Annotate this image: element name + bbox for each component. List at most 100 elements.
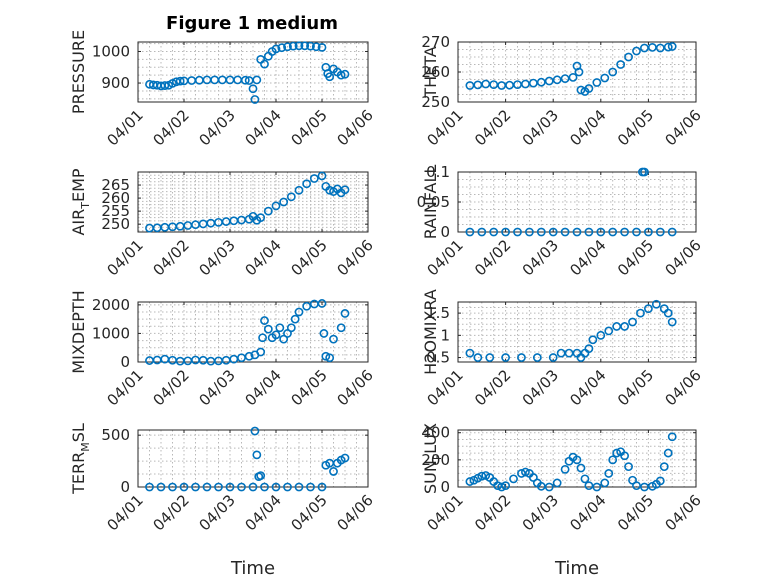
data-series — [465, 299, 677, 362]
axes-frame — [137, 301, 369, 363]
data-point — [225, 482, 235, 492]
data-point — [252, 75, 262, 85]
data-series — [145, 171, 350, 233]
data-point — [329, 467, 338, 476]
data-point — [175, 76, 185, 86]
data-point — [260, 482, 269, 492]
data-point — [548, 353, 558, 362]
data-point — [477, 471, 487, 481]
data-point — [501, 481, 510, 491]
data-point — [572, 455, 582, 465]
data-point — [584, 84, 594, 93]
data-point — [552, 75, 562, 85]
data-point — [624, 462, 633, 472]
data-point — [260, 316, 269, 325]
data-point — [329, 334, 338, 344]
data-point — [294, 185, 304, 195]
data-point — [321, 351, 331, 361]
y-axis-label: MIXDEPTH — [69, 290, 88, 373]
data-point — [271, 44, 281, 54]
data-point — [317, 299, 327, 308]
data-point — [465, 348, 475, 358]
data-point — [655, 227, 665, 237]
data-series — [465, 42, 677, 96]
axes-frame — [457, 429, 697, 488]
data-point — [612, 448, 622, 458]
data-point — [517, 353, 526, 362]
data-point — [596, 330, 606, 340]
data-point — [667, 42, 677, 51]
data-point — [302, 301, 312, 311]
y-axis-label: THETA — [421, 46, 440, 98]
data-point — [560, 74, 570, 83]
data-point — [477, 227, 487, 237]
data-point — [485, 353, 495, 362]
data-point — [536, 227, 546, 237]
grid — [137, 430, 369, 488]
y-tick-label: 900 — [101, 74, 130, 92]
data-point — [568, 73, 578, 82]
data-point — [592, 78, 602, 87]
y-axis-label-rest: LUX — [421, 423, 440, 454]
data-point — [191, 482, 200, 492]
data-point — [256, 471, 266, 480]
data-point — [250, 426, 260, 436]
data-point — [663, 448, 673, 458]
data-point — [497, 482, 507, 492]
data-point — [616, 60, 626, 69]
data-point — [592, 482, 602, 492]
y-axis-label: AIRTEMP — [69, 168, 92, 235]
data-point — [509, 474, 518, 484]
data-point — [560, 464, 570, 474]
data-point — [294, 307, 304, 317]
data-point — [604, 469, 614, 478]
data-point — [244, 351, 254, 361]
data-point — [663, 308, 673, 318]
data-point — [644, 227, 653, 237]
y-axis-label-rest: EMP — [69, 168, 88, 202]
data-point — [288, 41, 298, 51]
data-point — [258, 333, 267, 343]
data-point — [286, 323, 296, 333]
data-point — [620, 451, 629, 461]
data-point — [248, 84, 258, 94]
data-point — [489, 227, 499, 237]
data-point — [608, 227, 618, 237]
y-axis-label-main: SUN — [421, 460, 440, 494]
data-point — [532, 353, 542, 362]
data-point — [536, 77, 546, 87]
data-point — [340, 69, 350, 79]
data-point — [145, 482, 154, 492]
data-point — [473, 353, 483, 362]
y-tick-label: 0 — [120, 353, 130, 371]
data-point — [317, 42, 327, 52]
data-point — [624, 52, 633, 62]
data-point — [604, 326, 614, 336]
data-point — [252, 450, 262, 460]
data-point — [501, 353, 510, 362]
data-point — [156, 482, 166, 492]
y-tick-label: 250 — [101, 215, 130, 233]
data-point — [600, 73, 610, 83]
data-point — [632, 481, 641, 491]
axes-frame — [457, 301, 697, 363]
data-point — [214, 482, 223, 492]
data-series — [145, 426, 350, 492]
y-tick-label: 1 — [440, 326, 450, 344]
data-point — [271, 330, 281, 340]
data-point — [600, 478, 610, 488]
data-point — [667, 227, 677, 237]
data-point — [179, 482, 189, 492]
data-point — [465, 227, 475, 237]
data-point — [667, 432, 677, 442]
data-point — [317, 171, 327, 181]
data-point — [544, 482, 554, 492]
y-tick-label: 1.5 — [426, 304, 450, 322]
data-point — [168, 482, 177, 492]
data-series — [145, 299, 350, 366]
data-point — [651, 299, 661, 309]
figure-title: Figure 1 medium — [166, 13, 338, 34]
data-point — [294, 41, 304, 51]
data-point — [528, 78, 538, 88]
